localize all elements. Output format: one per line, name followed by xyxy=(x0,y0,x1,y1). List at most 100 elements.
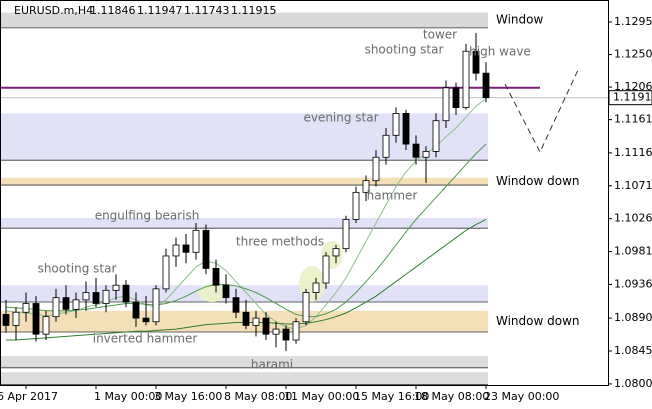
x-tick-label: 11 May 00:00 xyxy=(284,390,359,403)
zone xyxy=(1,12,488,28)
y-tick-label: 1.12505 xyxy=(614,48,652,61)
candle-body xyxy=(442,87,450,122)
x-tick-label: 18 May 08:00 xyxy=(414,390,489,403)
candle-body xyxy=(122,284,130,303)
zone-label: Window down xyxy=(496,174,580,188)
candle-body xyxy=(282,328,290,341)
candle-body xyxy=(2,314,10,326)
y-tick-label: 1.12060 xyxy=(614,80,652,93)
candle-body xyxy=(362,180,370,193)
candle-body xyxy=(12,311,20,326)
annotation: shooting star xyxy=(365,43,444,57)
candle-body xyxy=(342,219,350,250)
annotation: three methods xyxy=(236,235,324,249)
candle-body xyxy=(182,244,190,253)
x-tick-label: 8 May 08:00 xyxy=(224,390,292,403)
annotation: engulfing bearish xyxy=(95,209,200,223)
candle-body xyxy=(322,255,330,284)
candle-body xyxy=(332,248,340,257)
x-tick-label: 23 May 00:00 xyxy=(484,390,559,403)
forecast-line xyxy=(504,69,579,154)
plot-border xyxy=(0,0,609,386)
y-tick-label: 1.08450 xyxy=(614,344,652,357)
candle-body xyxy=(452,87,460,108)
header-open: 1.11846 xyxy=(90,4,136,17)
header-low: 1.11743 xyxy=(184,4,230,17)
y-tick-label: 1.11160 xyxy=(614,146,652,159)
y-tick-label: 1.09810 xyxy=(614,245,652,258)
candle-body xyxy=(482,72,490,99)
y-tick-label: 1.10260 xyxy=(614,212,652,225)
y-tick-label: 1.11615 xyxy=(614,113,652,126)
candle-body xyxy=(392,112,400,136)
candle-body xyxy=(62,297,70,310)
candle-body xyxy=(222,284,230,299)
candle-body xyxy=(162,255,170,290)
candle-body xyxy=(462,50,470,108)
candle-body xyxy=(242,311,250,326)
y-tick-label: 1.12950 xyxy=(614,15,652,28)
candle-body xyxy=(302,292,310,323)
annotation: harami xyxy=(251,358,293,372)
last-price-box xyxy=(608,90,652,106)
candle-body xyxy=(262,317,270,335)
candle-body xyxy=(82,292,90,301)
annotation: shooting star xyxy=(38,262,117,276)
candle-body xyxy=(142,317,150,323)
candle-body xyxy=(102,289,110,304)
y-tick-label: 1.08900 xyxy=(614,311,652,324)
x-tick-label: 3 May 16:00 xyxy=(154,390,222,403)
candle-body xyxy=(152,288,160,323)
annotation: evening star xyxy=(303,111,378,125)
candle-body xyxy=(232,297,240,313)
candle-body xyxy=(412,143,420,158)
candle-body xyxy=(352,191,360,220)
x-tick-label: 1 May 00:00 xyxy=(94,390,162,403)
candle-body xyxy=(32,303,40,335)
annotation: high wave xyxy=(469,45,531,59)
candle-body xyxy=(22,303,30,313)
candle-body xyxy=(192,229,200,253)
candle-body xyxy=(432,120,440,152)
annotation: hammer xyxy=(367,189,418,203)
plot xyxy=(1,32,608,352)
y-tick-label: 1.08000 xyxy=(614,377,652,390)
annotation: inverted hammer xyxy=(93,332,198,346)
highlight xyxy=(198,284,226,302)
zone xyxy=(1,356,488,368)
zone xyxy=(1,217,488,229)
candle-body xyxy=(112,284,120,291)
x-tick-label: 26 Apr 2017 xyxy=(0,390,58,403)
zone xyxy=(1,177,488,186)
candle-body xyxy=(422,151,430,158)
candle-body xyxy=(472,50,480,74)
zone xyxy=(1,372,488,385)
candle-body xyxy=(92,292,100,304)
header-close: 1.11915 xyxy=(231,4,277,17)
candle-body xyxy=(202,229,210,269)
header-high: 1.11947 xyxy=(137,4,183,17)
zone-label: Window down xyxy=(496,314,580,328)
candle-body xyxy=(292,321,300,341)
x-tick-label: 15 May 16:00 xyxy=(354,390,429,403)
candle-body xyxy=(272,328,280,335)
candle-body xyxy=(132,301,140,319)
candle-body xyxy=(382,134,390,158)
candle-body xyxy=(72,299,80,310)
candle-body xyxy=(212,267,220,286)
candle-body xyxy=(402,112,410,145)
y-tick-label: 1.10710 xyxy=(614,179,652,192)
header: EURUSD.m,H4 1.11846 1.11947 1.11743 1.11… xyxy=(14,4,277,17)
candle-body xyxy=(252,317,260,326)
candle-body xyxy=(372,156,380,182)
candle-body xyxy=(42,316,50,335)
last-price-label: 1.11915 xyxy=(613,91,652,104)
candle-body xyxy=(172,244,180,257)
symbol: EURUSD.m,H4 xyxy=(14,4,93,17)
y-tick-label: 1.09360 xyxy=(614,277,652,290)
candle-body xyxy=(312,282,320,293)
annotation: tower xyxy=(423,28,457,42)
